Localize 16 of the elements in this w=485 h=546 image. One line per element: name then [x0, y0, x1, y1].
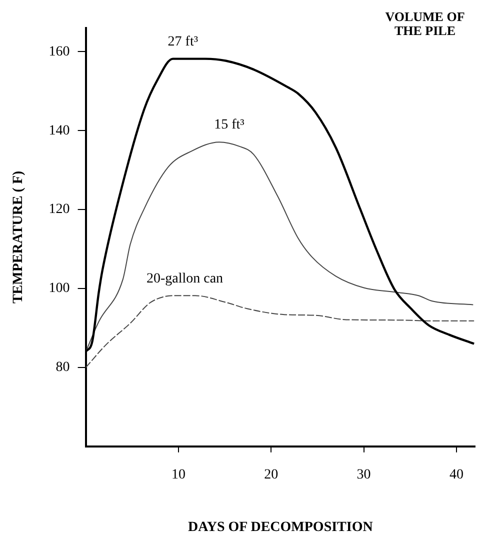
series-label: 15 ft³ [214, 118, 244, 133]
y-tick-label: 120 [48, 202, 70, 218]
x-tick-label: 40 [449, 467, 464, 482]
line-series [86, 295, 475, 368]
y-tick-label: 100 [48, 281, 70, 296]
y-tick-label: 80 [56, 360, 70, 376]
series-label: 20-gallon can [146, 271, 224, 286]
y-tick-label: 140 [48, 123, 70, 138]
chart-title: VOLUME OF THE PILE [384, 9, 466, 38]
y-axis-title: TEMPERATURE ( F) [11, 170, 26, 304]
x-tick-label: 10 [171, 467, 186, 482]
x-tick-label: 30 [356, 467, 371, 482]
x-tick-label: 20 [264, 467, 278, 482]
y-tick-label: 160 [48, 44, 70, 60]
x-axis-title: DAYS OF DECOMPOSITION [188, 520, 373, 536]
series-label: 27 ft³ [168, 34, 198, 50]
